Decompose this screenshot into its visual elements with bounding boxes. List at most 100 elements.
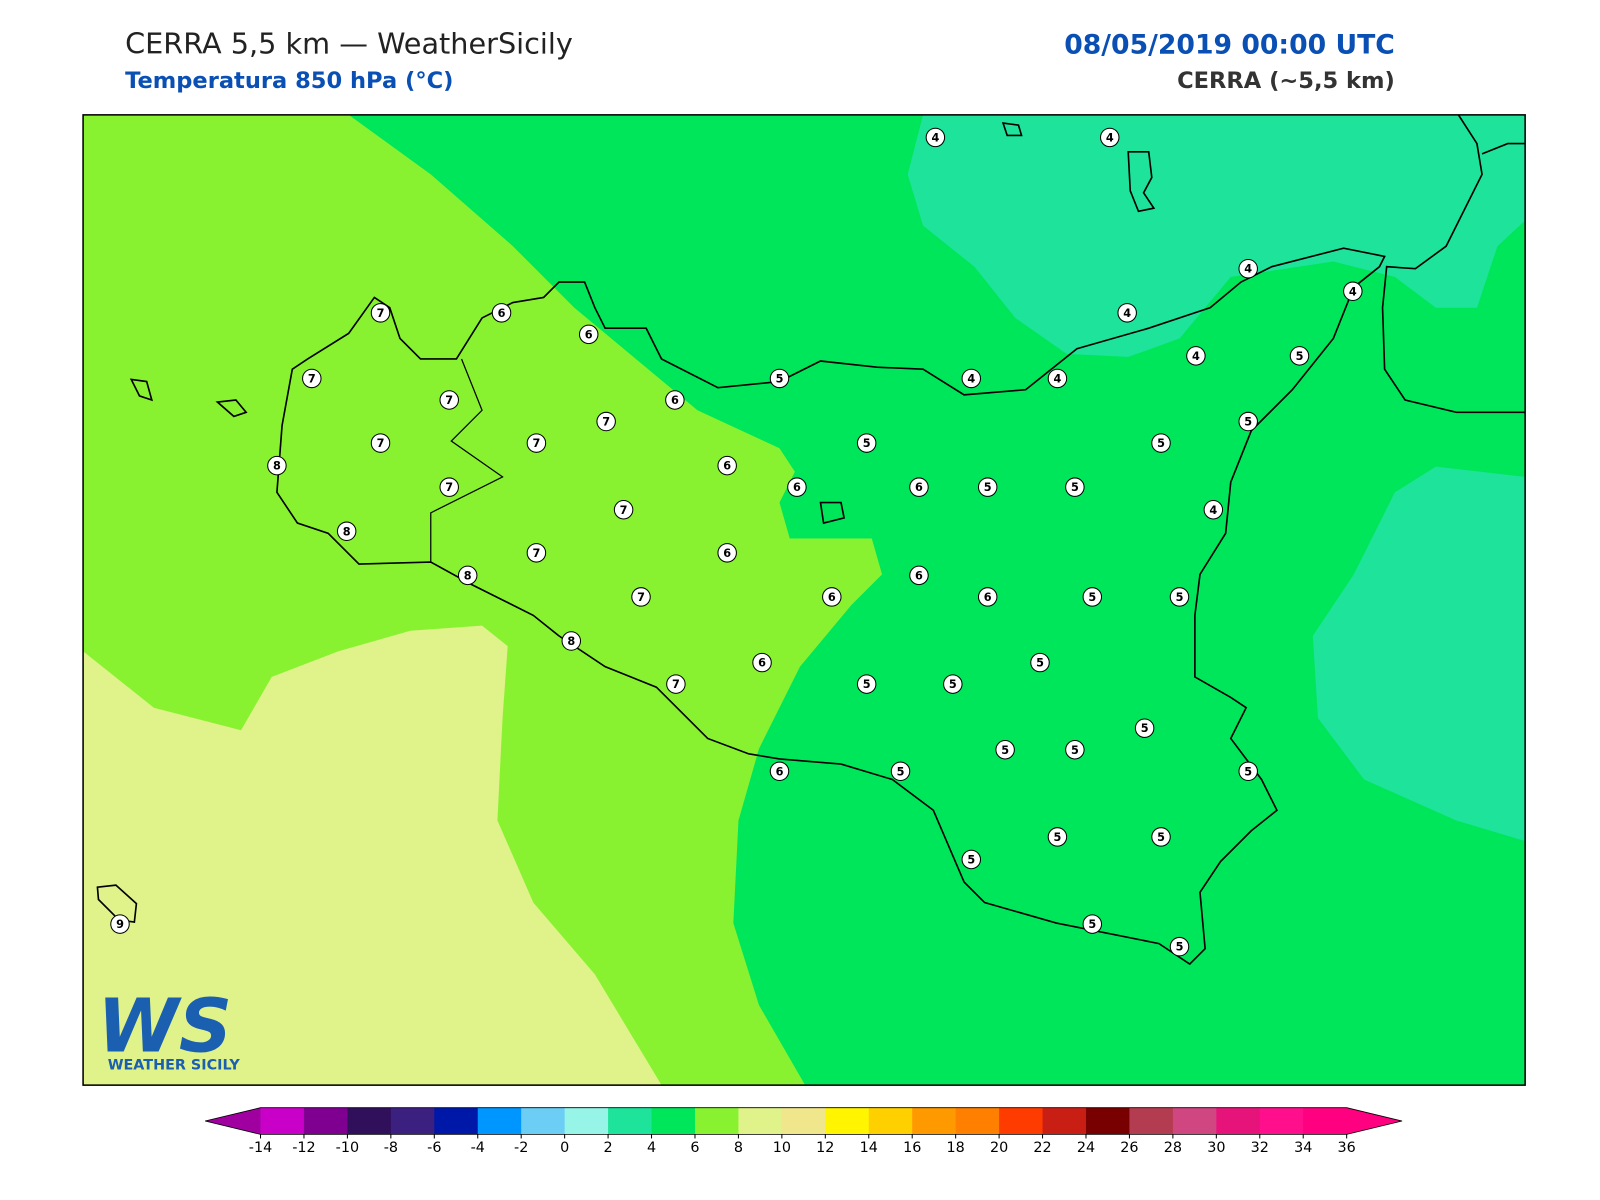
station-value: 4 <box>1106 131 1114 144</box>
colorbar-under <box>205 1107 261 1135</box>
field <box>83 114 1526 1086</box>
colorbar-tick-label: 14 <box>860 1140 878 1156</box>
station-marker <box>110 914 130 934</box>
colorbar-segment <box>1303 1107 1348 1135</box>
station-value: 5 <box>1244 416 1252 429</box>
stations: 4 4 4 4 4 7 6 6 4 5 7 5 4 4 7 6 7 5 7 7 5 5 8 6 7 6 6 5 5 7 4 8 7 6 8 6 7 6 6 5… <box>110 127 1363 957</box>
field-teal <box>907 114 1526 357</box>
station-marker <box>1099 127 1120 148</box>
station-marker <box>856 674 877 694</box>
colorbar-segment <box>1259 1107 1304 1135</box>
station-marker <box>491 303 512 323</box>
station-value: 5 <box>1036 657 1044 670</box>
colorbar-tick-label: -14 <box>249 1140 272 1156</box>
station-value: 4 <box>1192 350 1200 363</box>
station-value: 7 <box>445 481 453 494</box>
station-value: 4 <box>1244 263 1252 276</box>
station-value: 6 <box>915 569 923 582</box>
station-value: 6 <box>915 481 923 494</box>
colorbar-segment <box>1172 1107 1217 1135</box>
station-marker <box>1065 477 1085 497</box>
station-value: 5 <box>863 678 871 691</box>
station-marker <box>1117 303 1137 323</box>
station-value: 5 <box>776 372 784 385</box>
station-value: 8 <box>567 635 575 648</box>
station-marker <box>1203 500 1224 520</box>
station-value: 5 <box>863 437 871 450</box>
station-value: 8 <box>464 569 472 582</box>
station-marker <box>267 455 287 476</box>
station-value: 4 <box>1349 285 1357 298</box>
station-value: 4 <box>1209 504 1217 517</box>
station-marker <box>666 674 686 694</box>
colorbar-segment <box>260 1107 305 1135</box>
colorbar-tick-label: 16 <box>903 1140 921 1156</box>
station-marker <box>925 127 946 148</box>
station-value: 7 <box>620 504 628 517</box>
station-marker <box>961 368 982 389</box>
model: CERRA (~5,5 km) <box>1177 68 1395 94</box>
colorbar-segment <box>694 1107 739 1135</box>
station-value: 7 <box>377 437 385 450</box>
station-marker <box>1030 652 1050 673</box>
station-value: 4 <box>1054 372 1062 385</box>
station-marker <box>665 390 685 410</box>
station-value: 7 <box>637 591 645 604</box>
station-marker <box>890 761 911 782</box>
station-value: 4 <box>1123 307 1131 320</box>
station-marker <box>1151 827 1171 847</box>
station-marker <box>302 368 322 389</box>
station-marker <box>1134 718 1155 738</box>
station-value: 6 <box>723 460 731 473</box>
colorbar-tick-label: 22 <box>1033 1140 1051 1156</box>
field-teal <box>1312 466 1526 842</box>
station-marker <box>526 543 547 563</box>
station-marker <box>613 500 634 520</box>
logo-mark: WS <box>97 983 232 1069</box>
colorbar-tick-label: -10 <box>336 1140 359 1156</box>
colorbar-outline <box>205 1107 1403 1135</box>
colorbar-tick-label: -6 <box>427 1140 441 1156</box>
station-value: 7 <box>672 678 680 691</box>
sicily <box>276 247 1386 966</box>
colorbar-tick-label: -8 <box>384 1140 398 1156</box>
station-marker <box>943 674 963 694</box>
station-value: 7 <box>532 437 540 450</box>
station-value: 5 <box>1296 350 1304 363</box>
station-marker <box>769 368 790 389</box>
islands <box>96 122 1156 923</box>
station-value: 5 <box>949 678 957 691</box>
station-marker <box>909 477 929 497</box>
colorbar-tick-label: 28 <box>1164 1140 1182 1156</box>
station-marker <box>526 433 547 453</box>
colorbar-segment <box>1216 1107 1261 1135</box>
station-value: 5 <box>1088 591 1096 604</box>
station-value: 5 <box>1157 437 1165 450</box>
colorbar-tick-label: 2 <box>604 1140 613 1156</box>
coastlines <box>96 114 1526 966</box>
station-value: 7 <box>308 372 316 385</box>
station-marker <box>977 477 998 497</box>
colorbar-tick-label: 4 <box>647 1140 656 1156</box>
station-marker <box>457 565 478 586</box>
station-marker <box>1289 346 1310 366</box>
colorbar-tick-label: -4 <box>471 1140 485 1156</box>
station-value: 6 <box>498 307 506 320</box>
station-value: 5 <box>1157 831 1165 844</box>
station-value: 5 <box>1141 722 1149 735</box>
station-marker <box>856 433 877 453</box>
calabria-north <box>1481 142 1526 155</box>
station-marker <box>578 324 599 345</box>
colorbar-tick-label: -12 <box>292 1140 315 1156</box>
colorbar-over <box>1346 1107 1403 1135</box>
station-value: 7 <box>602 416 610 429</box>
station-marker <box>1169 587 1190 607</box>
station-marker <box>717 455 737 476</box>
colorbar-segment <box>521 1107 566 1135</box>
colorbar-segment <box>347 1107 392 1135</box>
station-marker <box>1082 587 1103 607</box>
station-value: 5 <box>1071 744 1079 757</box>
station-marker <box>439 390 459 410</box>
station-marker <box>1047 368 1068 389</box>
